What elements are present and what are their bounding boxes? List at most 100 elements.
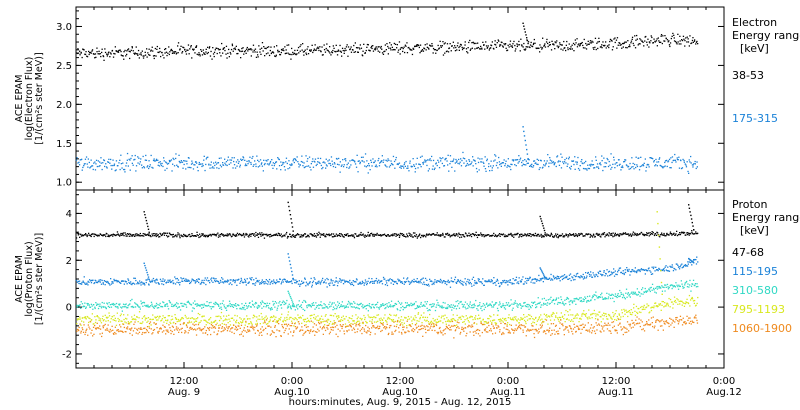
- data-point: [484, 280, 486, 282]
- data-point: [584, 47, 586, 49]
- data-point: [296, 280, 299, 283]
- data-point: [281, 313, 283, 315]
- data-point: [243, 281, 245, 283]
- data-point: [483, 308, 485, 311]
- data-point: [190, 282, 192, 284]
- data-point: [220, 166, 223, 168]
- data-point: [422, 236, 424, 238]
- data-point: [114, 317, 116, 319]
- data-point: [193, 321, 195, 323]
- data-point: [339, 279, 342, 281]
- data-point: [370, 306, 372, 308]
- data-point: [632, 270, 634, 272]
- data-point: [415, 301, 417, 303]
- data-point: [108, 302, 110, 304]
- data-point: [397, 51, 399, 53]
- data-point: [591, 276, 594, 278]
- data-point: [112, 302, 114, 305]
- data-point: [179, 162, 181, 164]
- data-point: [689, 284, 691, 286]
- data-point: [233, 279, 235, 282]
- data-point: [358, 235, 360, 237]
- data-point: [410, 235, 412, 237]
- data-point: [207, 235, 209, 238]
- data-point: [128, 304, 130, 306]
- data-point: [313, 304, 315, 306]
- data-point: [210, 161, 212, 163]
- data-point: [344, 158, 347, 160]
- data-point: [407, 236, 409, 238]
- data-point: [380, 45, 382, 48]
- data-point: [318, 304, 320, 306]
- data-point: [266, 163, 269, 165]
- data-point: [538, 47, 540, 49]
- data-point: [517, 232, 519, 235]
- data-point: [419, 44, 422, 46]
- data-point: [552, 43, 554, 45]
- spike-point: [692, 225, 694, 227]
- data-point: [350, 306, 352, 308]
- data-point: [151, 305, 154, 307]
- data-point: [491, 235, 493, 237]
- data-point: [554, 162, 556, 164]
- data-point: [242, 157, 245, 159]
- data-point: [420, 282, 422, 284]
- data-point: [417, 306, 420, 308]
- data-point: [235, 321, 237, 323]
- data-point: [255, 323, 257, 325]
- data-point: [647, 290, 649, 292]
- data-point: [515, 233, 517, 235]
- data-point: [228, 304, 230, 306]
- data-point: [316, 163, 318, 165]
- data-point: [305, 236, 307, 238]
- data-point: [379, 234, 381, 236]
- data-point: [125, 303, 127, 305]
- data-point: [676, 263, 678, 265]
- data-point: [686, 286, 689, 288]
- data-point: [210, 235, 212, 237]
- data-point: [451, 309, 453, 311]
- data-point: [552, 235, 554, 238]
- data-point: [119, 168, 121, 171]
- data-point: [530, 41, 532, 44]
- data-point: [402, 305, 404, 308]
- data-point: [286, 281, 288, 283]
- data-point: [323, 49, 326, 51]
- data-point: [240, 279, 243, 281]
- data-point: [257, 159, 259, 161]
- data-point: [408, 283, 411, 285]
- data-point: [456, 280, 459, 283]
- data-point: [677, 264, 679, 266]
- data-point: [350, 164, 352, 166]
- data-point: [200, 235, 202, 237]
- data-point: [239, 50, 241, 52]
- data-point: [266, 233, 268, 235]
- data-point: [232, 306, 235, 308]
- data-point: [660, 165, 662, 167]
- data-point: [249, 277, 251, 279]
- data-point: [244, 50, 247, 52]
- data-point: [626, 47, 628, 49]
- data-point: [450, 304, 452, 306]
- data-point: [523, 164, 525, 166]
- data-point: [607, 275, 609, 277]
- data-point: [243, 318, 245, 320]
- data-point: [610, 294, 612, 296]
- data-point: [346, 280, 348, 282]
- data-point: [648, 41, 650, 43]
- data-point: [591, 164, 593, 166]
- data-point: [544, 46, 547, 48]
- data-point: [201, 303, 203, 306]
- data-point: [198, 304, 200, 307]
- data-point: [454, 170, 456, 172]
- data-point: [338, 157, 340, 160]
- data-point: [531, 301, 533, 303]
- data-point: [455, 300, 457, 303]
- data-point: [363, 305, 366, 307]
- data-point: [340, 305, 342, 307]
- data-point: [395, 159, 397, 161]
- data-point: [175, 157, 177, 160]
- data-point: [446, 160, 448, 162]
- data-point: [518, 282, 520, 285]
- data-point: [567, 163, 569, 165]
